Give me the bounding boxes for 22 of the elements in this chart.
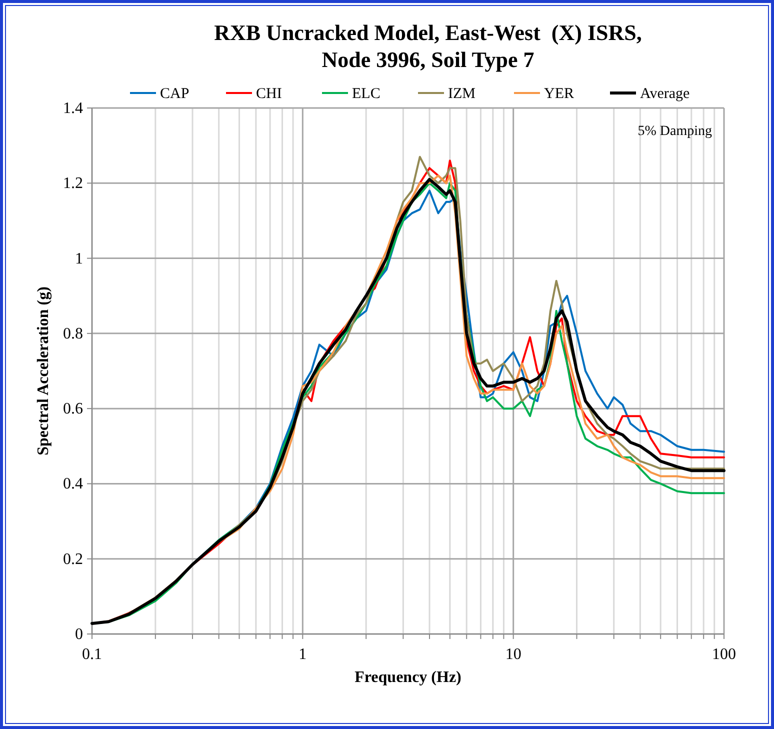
y-tick-label: 1.2 — [63, 175, 83, 192]
y-tick-label: 0.4 — [63, 476, 83, 493]
legend-label: CAP — [160, 86, 190, 102]
chart-title: RXB Uncracked Model, East-West (X) ISRS, Node 3996, Soil Type 7 — [214, 20, 642, 72]
x-tick-label: 10 — [505, 646, 522, 663]
legend-label: IZM — [448, 86, 476, 102]
legend-label: YER — [544, 86, 574, 102]
x-tick-label: 100 — [712, 646, 736, 663]
annotation: 5% Damping — [638, 124, 712, 139]
legend-label: CHI — [256, 86, 282, 102]
legend-label: ELC — [352, 86, 380, 102]
y-tick-label: 1.4 — [63, 100, 83, 117]
y-tick-label: 0.6 — [63, 400, 83, 418]
y-tick-label: 1 — [75, 250, 83, 268]
legend-label: Average — [640, 86, 690, 102]
x-tick-label: 0.1 — [82, 646, 102, 663]
y-tick-label: 0.8 — [63, 325, 83, 342]
x-tick-label: 1 — [298, 646, 307, 663]
y-tick-label: 0.2 — [63, 550, 83, 568]
y-tick-label: 0 — [75, 626, 83, 643]
x-axis-title: Frequency (Hz) — [354, 669, 462, 686]
y-axis-title: Spectral Acceleration (g) — [35, 286, 52, 456]
